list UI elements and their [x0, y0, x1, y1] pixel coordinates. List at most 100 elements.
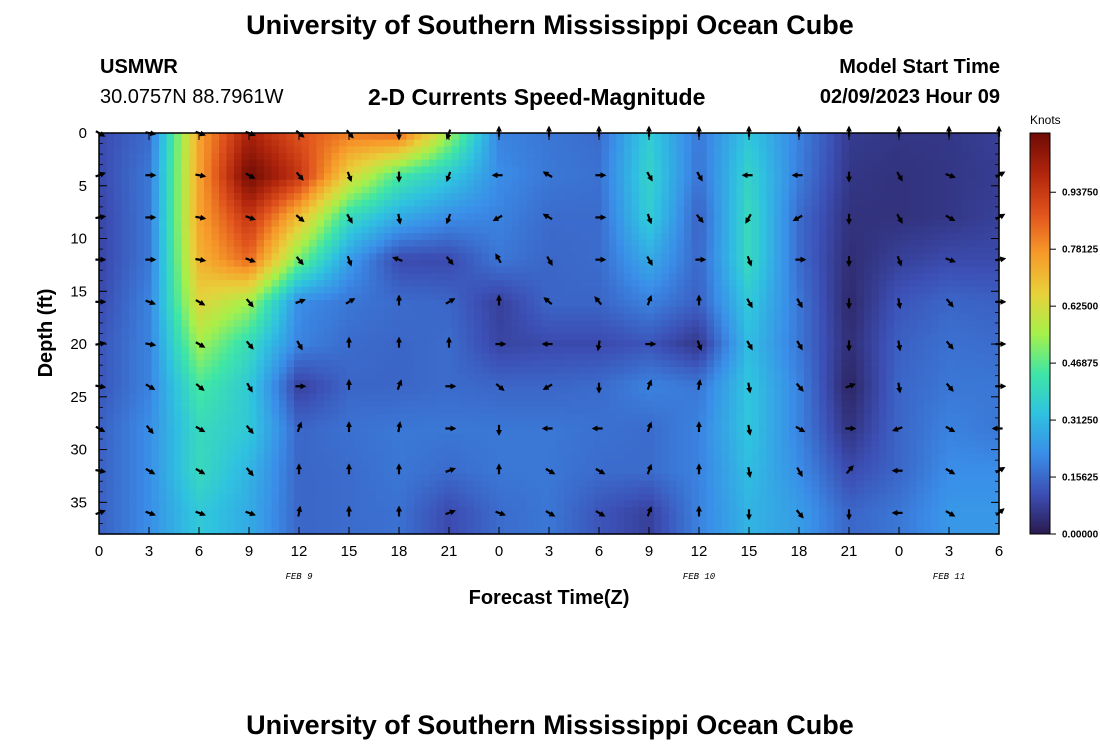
heatmap-cell [939, 193, 948, 201]
heatmap-cell [811, 226, 820, 234]
heatmap-cell [121, 393, 130, 401]
heatmap-cell [519, 146, 528, 154]
heatmap-cell [519, 259, 528, 268]
heatmap-cell [339, 266, 348, 274]
heatmap-cell [781, 400, 790, 408]
heatmap-cell [781, 153, 790, 161]
heatmap-cell [639, 173, 648, 181]
heatmap-cell [669, 273, 678, 281]
heatmap-cell [631, 366, 640, 375]
heatmap-cell [309, 239, 318, 248]
heatmap-cell [961, 219, 970, 228]
heatmap-cell [504, 340, 513, 348]
heatmap-cell [841, 139, 850, 147]
heatmap-cell [339, 386, 348, 395]
heatmap-cell [129, 306, 138, 315]
heatmap-cell [871, 199, 880, 208]
heatmap-cell [774, 253, 783, 261]
heatmap-cell [211, 407, 220, 415]
heatmap-cell [114, 386, 123, 395]
heatmap-cell [181, 353, 190, 361]
heatmap-cell [639, 226, 648, 234]
heatmap-cell [991, 133, 1000, 141]
heatmap-cell [234, 393, 243, 401]
heatmap-cell [541, 293, 550, 301]
heatmap-cell [931, 266, 940, 274]
heatmap-cell [541, 239, 550, 248]
heatmap-cell [406, 193, 415, 201]
heatmap-cell [444, 226, 453, 234]
heatmap-cell [106, 153, 115, 161]
heatmap-cell [534, 219, 543, 228]
heatmap-cell [249, 360, 258, 368]
heatmap-cell [354, 346, 363, 355]
heatmap-cell [886, 193, 895, 201]
heatmap-cell [114, 206, 123, 214]
heatmap-cell [174, 226, 183, 234]
heatmap-cell [594, 159, 603, 168]
heatmap-cell [976, 346, 985, 355]
heatmap-cell [496, 186, 505, 194]
heatmap-cell [264, 226, 273, 234]
heatmap-cell [114, 326, 123, 335]
heatmap-cell [504, 300, 513, 308]
heatmap-cell [196, 199, 205, 208]
heatmap-cell [691, 193, 700, 201]
heatmap-cell [834, 373, 843, 381]
heatmap-cell [661, 139, 670, 147]
heatmap-cell [211, 213, 220, 221]
heatmap-cell [309, 153, 318, 161]
heatmap-cell [804, 139, 813, 147]
heatmap-cell [474, 146, 483, 154]
heatmap-cell [826, 153, 835, 161]
heatmap-cell [646, 139, 655, 147]
heatmap-cell [751, 193, 760, 201]
heatmap-cell [969, 306, 978, 315]
heatmap-cell [391, 300, 400, 308]
heatmap-cell [129, 259, 138, 268]
heatmap-cell [114, 340, 123, 348]
heatmap-cell [601, 346, 610, 355]
heatmap-cell [166, 393, 175, 401]
heatmap-cell [586, 353, 595, 361]
heatmap-cell [136, 386, 145, 395]
heatmap-cell [451, 273, 460, 281]
heatmap-cell [219, 246, 228, 254]
heatmap-cell [969, 153, 978, 161]
heatmap-cell [301, 173, 310, 181]
heatmap-cell [279, 280, 288, 288]
heatmap-cell [946, 206, 955, 214]
heatmap-cell [706, 293, 715, 301]
heatmap-cell [631, 320, 640, 328]
heatmap-cell [429, 233, 438, 241]
heatmap-cell [571, 393, 580, 401]
heatmap-cell [339, 159, 348, 168]
heatmap-cell [744, 386, 753, 395]
heatmap-cell [886, 199, 895, 208]
heatmap-cell [864, 226, 873, 234]
heatmap-cell [429, 259, 438, 268]
heatmap-cell [504, 173, 513, 181]
heatmap-cell [301, 266, 310, 274]
heatmap-cell [691, 253, 700, 261]
heatmap-cell [556, 273, 565, 281]
heatmap-cell [384, 306, 393, 315]
heatmap-cell [496, 179, 505, 188]
heatmap-cell [879, 246, 888, 254]
heatmap-cell [474, 386, 483, 395]
heatmap-cell [204, 333, 213, 341]
heatmap-cell [639, 219, 648, 228]
heatmap-cell [474, 286, 483, 294]
heatmap-cell [271, 226, 280, 234]
heatmap-cell [211, 153, 220, 161]
heatmap-cell [174, 133, 183, 141]
heatmap-cell [204, 340, 213, 348]
heatmap-cell [579, 293, 588, 301]
heatmap-cell [129, 407, 138, 415]
heatmap-cell [556, 206, 565, 214]
heatmap-cell [969, 193, 978, 201]
heatmap-cell [826, 326, 835, 335]
heatmap-cell [661, 353, 670, 361]
heatmap-cell [871, 246, 880, 254]
heatmap-cell [451, 139, 460, 147]
